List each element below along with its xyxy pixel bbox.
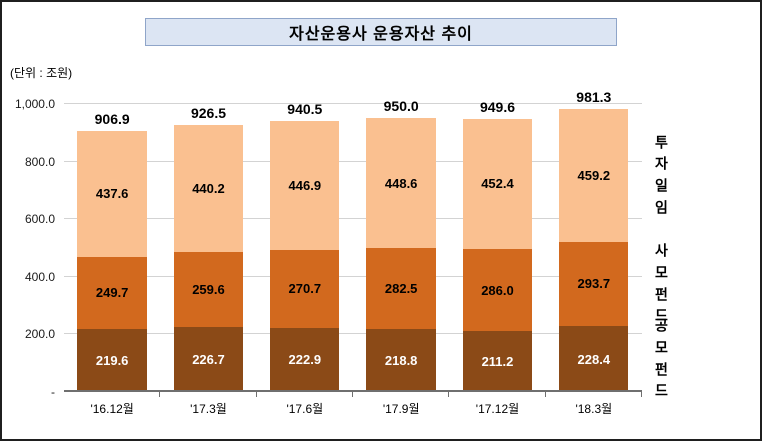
stacked-bar: 218.8 282.5 448.6 bbox=[366, 104, 436, 392]
x-tick-label: '18.3월 bbox=[575, 402, 613, 416]
bar-segment: 222.9 bbox=[270, 327, 340, 392]
bar-segment: 286.0 bbox=[462, 248, 533, 332]
stacked-bar: 219.6 249.7 437.6 bbox=[77, 104, 147, 392]
segment-value-label: 282.5 bbox=[384, 280, 418, 296]
total-value-label: 950.0 bbox=[383, 98, 419, 115]
bar-segment: 228.4 bbox=[559, 326, 629, 392]
bar-segment: 448.6 bbox=[366, 118, 436, 248]
stacked-bar: 226.7 259.6 440.2 bbox=[173, 104, 244, 392]
bar-segment: 293.7 bbox=[559, 241, 629, 327]
bar-group: 219.6 249.7 437.6 906.9 '16.12월 bbox=[64, 104, 161, 416]
segment-value-label: 440.2 bbox=[192, 181, 225, 197]
x-tick-label: '17.3월 bbox=[190, 402, 227, 416]
total-value-label: 949.6 bbox=[479, 98, 516, 115]
x-axis-line bbox=[64, 390, 642, 392]
bar-group: 228.4 293.7 459.2 981.3 '18.3월 bbox=[546, 89, 643, 416]
segment-value-label: 286.0 bbox=[481, 282, 514, 298]
x-tick-label: '16.12월 bbox=[90, 402, 134, 416]
bar-group: 211.2 286.0 452.4 949.6 '17.12월 bbox=[449, 99, 546, 416]
segment-value-label: 249.7 bbox=[95, 285, 129, 301]
y-tick-label: 400.0 bbox=[24, 269, 55, 284]
bar-segment: 446.9 bbox=[270, 121, 340, 250]
y-tick-label: 800.0 bbox=[24, 154, 55, 169]
bar-segment: 282.5 bbox=[366, 247, 436, 329]
gridline bbox=[64, 218, 642, 220]
gridline bbox=[64, 160, 642, 162]
segment-value-label: 270.7 bbox=[288, 281, 322, 297]
stacked-bar: 228.4 293.7 459.2 bbox=[559, 104, 629, 392]
y-tick-label: 200.0 bbox=[24, 327, 55, 342]
bar-segment: 437.6 bbox=[77, 130, 147, 257]
x-tick-label: '17.12월 bbox=[475, 402, 520, 416]
bar-segment: 219.6 bbox=[77, 328, 147, 392]
series-label: 투자 일임 bbox=[655, 134, 668, 216]
unit-label: (단위 : 조원) bbox=[10, 66, 73, 80]
y-tick-label: 600.0 bbox=[24, 212, 55, 227]
total-value-label: 940.5 bbox=[287, 101, 323, 118]
segment-value-label: 222.9 bbox=[288, 352, 322, 368]
bar-segment: 211.2 bbox=[462, 331, 533, 392]
chart-title: 자산운용사 운용자산 추이 bbox=[289, 26, 473, 43]
bar-segment: 226.7 bbox=[173, 326, 244, 392]
bar-segment: 270.7 bbox=[270, 249, 340, 328]
plot-area: 1,000.0 800.0 600.0 400.0 200.0 - 219.6 249.7 43… bbox=[15, 89, 668, 416]
segment-value-label: 226.7 bbox=[192, 351, 225, 367]
x-tick-label: '17.9월 bbox=[382, 402, 420, 416]
bar-segment: 259.6 bbox=[173, 251, 244, 327]
bar-group: 222.9 270.7 446.9 940.5 '17.6월 bbox=[257, 101, 354, 416]
segment-value-label: 211.2 bbox=[481, 354, 514, 370]
segment-value-label: 293.7 bbox=[577, 276, 611, 292]
segment-value-label: 448.6 bbox=[384, 175, 418, 191]
segment-value-label: 437.6 bbox=[95, 186, 129, 202]
gridline bbox=[64, 333, 642, 335]
gridline bbox=[64, 103, 642, 104]
total-value-label: 981.3 bbox=[576, 89, 612, 106]
bar-segment: 452.4 bbox=[462, 118, 533, 249]
total-value-label: 906.9 bbox=[94, 110, 130, 127]
x-tick-label: '17.6월 bbox=[286, 402, 324, 416]
bar-segment: 249.7 bbox=[77, 256, 147, 329]
total-value-label: 926.5 bbox=[190, 105, 227, 122]
segment-value-label: 259.6 bbox=[192, 281, 225, 297]
bar-segment: 440.2 bbox=[173, 125, 244, 252]
bar-segment: 459.2 bbox=[559, 109, 629, 242]
segment-value-label: 446.9 bbox=[288, 178, 322, 193]
segment-value-label: 452.4 bbox=[481, 176, 514, 192]
chart-title-box: 자산운용사 운용자산 추이 bbox=[145, 18, 617, 46]
bar-group: 218.8 282.5 448.6 950.0 '17.9월 bbox=[353, 98, 450, 416]
bar-segment: 218.8 bbox=[366, 329, 436, 392]
y-tick-label: - bbox=[51, 385, 55, 399]
stacked-bar: 211.2 286.0 452.4 bbox=[462, 104, 533, 392]
bar-group: 226.7 259.6 440.2 926.5 '17.3월 bbox=[160, 104, 257, 416]
series-label: 공모 펀드 bbox=[655, 317, 668, 399]
y-tick-label: 1,000.0 bbox=[14, 97, 55, 111]
segment-value-label: 228.4 bbox=[577, 351, 611, 367]
stacked-bar: 222.9 270.7 446.9 bbox=[270, 104, 340, 392]
segment-value-label: 219.6 bbox=[95, 352, 129, 368]
series-label: 사모 펀드 bbox=[655, 242, 668, 324]
segment-value-label: 459.2 bbox=[577, 168, 611, 184]
gridline bbox=[64, 275, 642, 277]
segment-value-label: 218.8 bbox=[384, 353, 418, 368]
